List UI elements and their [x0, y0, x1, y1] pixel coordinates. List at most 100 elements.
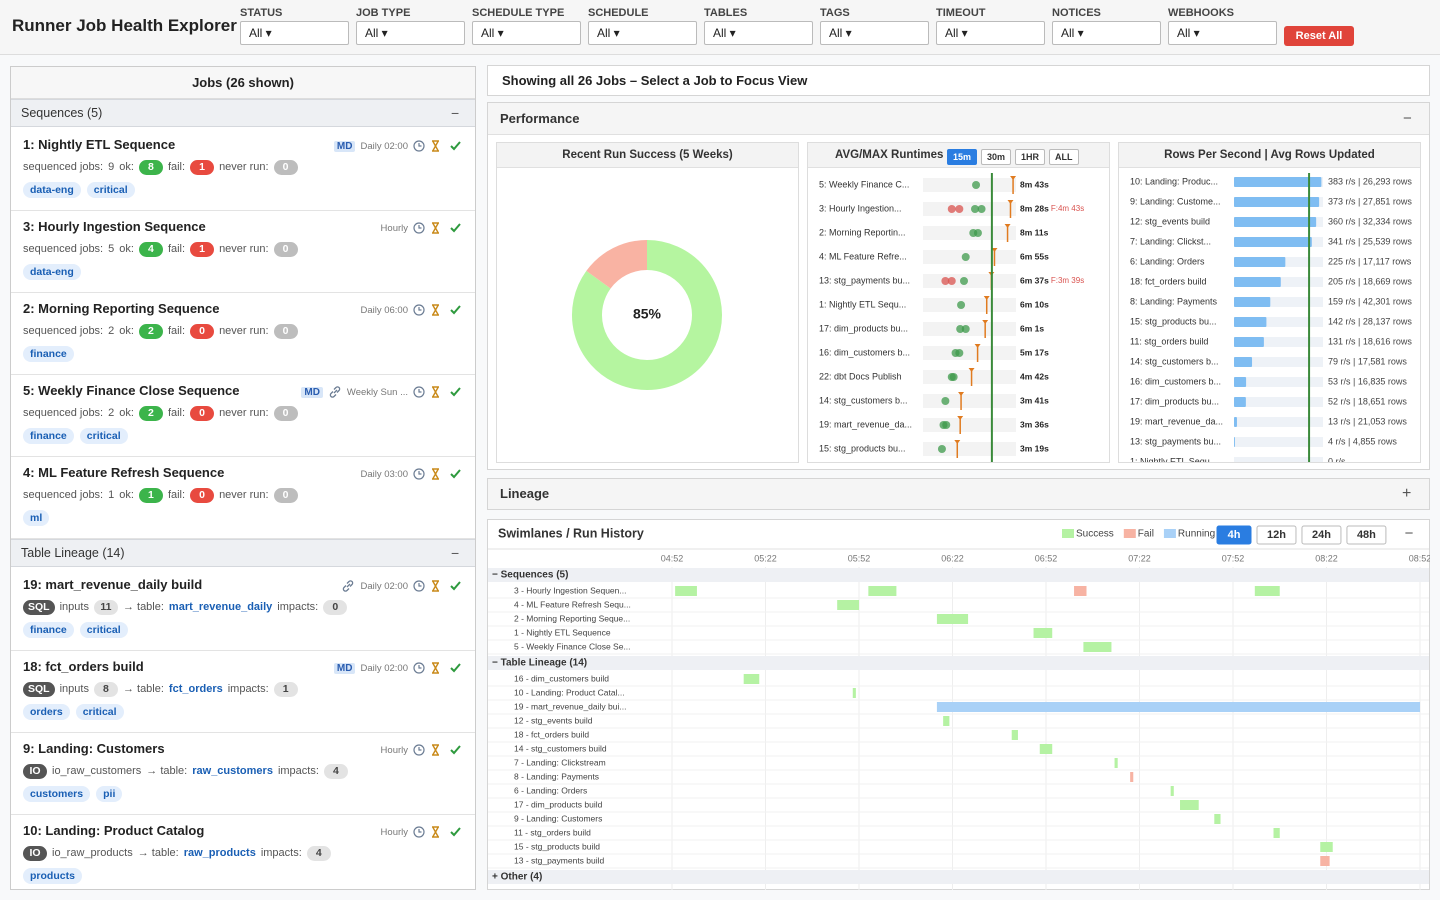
range-button[interactable]: 15m	[947, 149, 978, 165]
run-bar	[852, 688, 856, 698]
job-card[interactable]: 5: Weekly Finance Close Sequence MD Weekly…	[11, 375, 475, 457]
group-header[interactable]: Table Lineage (14) −	[11, 539, 475, 567]
sequenced-label: sequenced jobs:	[23, 489, 104, 501]
max-marker-cap	[983, 296, 990, 300]
job-title: 5: Weekly Finance Close Sequence	[23, 383, 240, 398]
tag[interactable]: ml	[23, 510, 50, 526]
x-tick-label: 08:22	[1315, 553, 1338, 563]
impacts-count: 1	[273, 681, 298, 697]
filter-select[interactable]: All ▾	[704, 21, 813, 45]
filter-label: TIMEOUT	[936, 7, 986, 19]
tag[interactable]: critical	[86, 182, 135, 198]
tag[interactable]: data-eng	[23, 264, 81, 280]
range-button[interactable]: 4h	[1216, 525, 1252, 545]
range-button[interactable]: 30m	[981, 149, 1012, 165]
job-stats: IO io_raw_products → table: raw_products imp…	[23, 845, 331, 861]
filter-select[interactable]: All ▾	[936, 21, 1045, 45]
range-button-label: 4h	[1228, 529, 1241, 541]
value-label: 52 r/s | 18,651 rows	[1328, 396, 1407, 406]
app-title: Runner Job Health Explorer	[12, 16, 237, 35]
row-track	[923, 418, 1016, 432]
range-button[interactable]: 1HR	[1015, 149, 1046, 165]
row-label: 7: Landing: Clickst...	[1130, 236, 1211, 246]
lineage-panel[interactable]: Lineage +	[487, 478, 1430, 510]
card-header	[1119, 143, 1420, 168]
group-title[interactable]: − Sequences (5)	[492, 570, 568, 581]
run-bar	[1254, 586, 1280, 596]
bar	[1234, 217, 1317, 227]
row-label: 13 - stg_payments build	[514, 855, 605, 865]
job-tags: orders critical	[23, 704, 124, 720]
ok-count: 1	[138, 487, 163, 503]
tag[interactable]: finance	[23, 622, 74, 638]
row-label: 12 - stg_events build	[514, 715, 593, 725]
group-title[interactable]: + Other (4)	[492, 872, 542, 883]
job-card[interactable]: 3: Hourly Ingestion Sequence Hourly sequen…	[11, 211, 475, 293]
tag[interactable]: data-eng	[23, 182, 81, 198]
to-table-label: → table:	[137, 847, 179, 859]
run-dot	[973, 229, 982, 237]
job-card[interactable]: 18: fct_orders build MD Daily 02:00 SQL inpu…	[11, 651, 475, 733]
filter-select[interactable]: All ▾	[356, 21, 465, 45]
tag[interactable]: customers	[23, 786, 91, 802]
range-button[interactable]: ALL	[1049, 149, 1079, 165]
range-button[interactable]: 12h	[1256, 525, 1297, 545]
group-toggle[interactable]: −	[451, 105, 460, 121]
bar	[1234, 177, 1322, 187]
tag[interactable]: pii	[96, 786, 123, 802]
panel-toggle[interactable]: −	[1403, 110, 1412, 127]
filter-select[interactable]: All ▾	[1052, 21, 1161, 45]
range-button[interactable]: 48h	[1346, 525, 1387, 545]
status-icons	[413, 140, 461, 152]
panel-toggle[interactable]: +	[1402, 485, 1412, 502]
tag[interactable]: critical	[79, 428, 128, 444]
range-button[interactable]: 24h	[1301, 525, 1342, 545]
group-row[interactable]	[488, 870, 1429, 884]
run-dot	[955, 205, 964, 213]
job-meta: MD Weekly Sun ...	[301, 384, 463, 400]
job-card[interactable]: 2: Morning Reporting Sequence Daily 06:00…	[11, 293, 475, 375]
run-dot	[961, 253, 970, 261]
job-card[interactable]: 19: mart_revenue_daily build Daily 02:00 S…	[11, 569, 475, 651]
group-toggle[interactable]: −	[451, 545, 460, 561]
row-label: 6: Landing: Orders	[1130, 256, 1205, 266]
filter-select[interactable]: All ▾	[820, 21, 929, 45]
tag[interactable]: orders	[23, 704, 70, 720]
panel-toggle[interactable]: −	[1405, 525, 1414, 542]
filter-select[interactable]: All ▾	[1168, 21, 1277, 45]
job-stats: sequenced jobs: 9 ok: 8 fail: 1 never run: 0	[23, 159, 298, 175]
tag[interactable]: finance	[23, 428, 74, 444]
job-card[interactable]: 4: ML Feature Refresh Sequence Daily 03:0…	[11, 457, 475, 539]
status-icons	[413, 468, 461, 480]
group-row[interactable]	[488, 568, 1429, 582]
run-dot	[956, 325, 965, 333]
filter-select[interactable]: All ▾	[472, 21, 581, 45]
reset-button[interactable]: Reset All	[1284, 26, 1354, 46]
impacts-label: impacts:	[277, 601, 319, 613]
job-card[interactable]: 1: Nightly ETL Sequence MD Daily 02:00 sequ…	[11, 129, 475, 211]
chart-card: AVG/MAX Runtimes 15m 30m 1HR ALL 5: Weekly Fi…	[807, 142, 1110, 463]
icon-part	[413, 744, 425, 756]
tag[interactable]: critical	[79, 622, 128, 638]
source-name: io_raw_customers	[52, 765, 142, 777]
group-header[interactable]: Sequences (5) −	[11, 99, 475, 127]
job-card[interactable]: 9: Landing: Customers Hourly IO io_raw_cust…	[11, 733, 475, 815]
job-card[interactable]: 10: Landing: Product Catalog Hourly IO io_r…	[11, 815, 475, 889]
tag[interactable]: critical	[75, 704, 124, 720]
bar	[1234, 377, 1247, 387]
tag[interactable]: products	[23, 868, 82, 884]
tag[interactable]: finance	[23, 346, 74, 362]
schedule: Daily 06:00	[360, 304, 408, 316]
group-title[interactable]: − Table Lineage (14)	[492, 658, 587, 669]
group-title: Table Lineage (14)	[21, 546, 125, 560]
job-title: 9: Landing: Customers	[23, 741, 165, 756]
job-stats: SQL inputs 8 → table: fct_orders impacts: 1	[23, 681, 298, 697]
run-bar	[936, 614, 969, 624]
run-bar	[837, 600, 859, 610]
group-row[interactable]	[488, 656, 1429, 670]
filter-select[interactable]: All ▾	[588, 21, 697, 45]
job-stats: IO io_raw_customers → table: raw_customers i…	[23, 763, 348, 779]
bar	[1234, 277, 1281, 287]
filter-select[interactable]: All ▾	[240, 21, 349, 45]
